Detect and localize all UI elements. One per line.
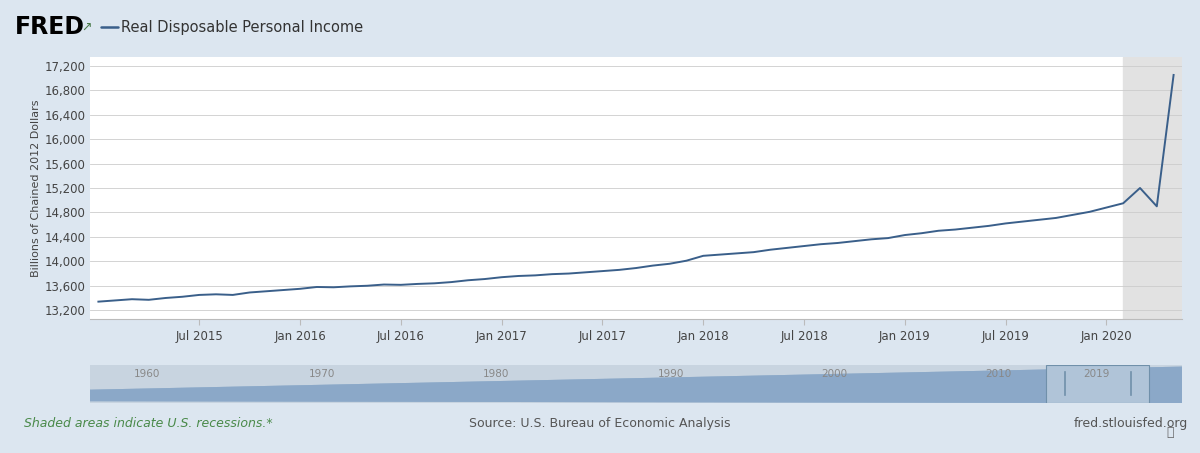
Text: 1990: 1990: [658, 369, 684, 379]
Text: 2000: 2000: [822, 369, 847, 379]
Y-axis label: Billions of Chained 2012 Dollars: Billions of Chained 2012 Dollars: [31, 99, 41, 277]
Text: 1980: 1980: [484, 369, 510, 379]
Polygon shape: [90, 366, 1182, 403]
Text: Source: U.S. Bureau of Economic Analysis: Source: U.S. Bureau of Economic Analysis: [469, 417, 731, 430]
Polygon shape: [90, 365, 1182, 403]
Text: 1970: 1970: [308, 369, 335, 379]
Bar: [1123, 57, 1182, 319]
Text: 2010: 2010: [985, 369, 1012, 379]
Text: 1960: 1960: [133, 369, 160, 379]
Text: 2019: 2019: [1084, 369, 1110, 379]
Text: ↗: ↗: [82, 21, 92, 34]
Text: Shaded areas indicate U.S. recessions.*: Shaded areas indicate U.S. recessions.*: [24, 417, 272, 430]
Bar: [1045, 365, 1150, 403]
Text: fred.stlouisfed.org: fred.stlouisfed.org: [1074, 417, 1188, 430]
Text: FRED: FRED: [14, 15, 84, 39]
Text: Real Disposable Personal Income: Real Disposable Personal Income: [121, 19, 364, 35]
Text: ⛶: ⛶: [1166, 426, 1174, 439]
